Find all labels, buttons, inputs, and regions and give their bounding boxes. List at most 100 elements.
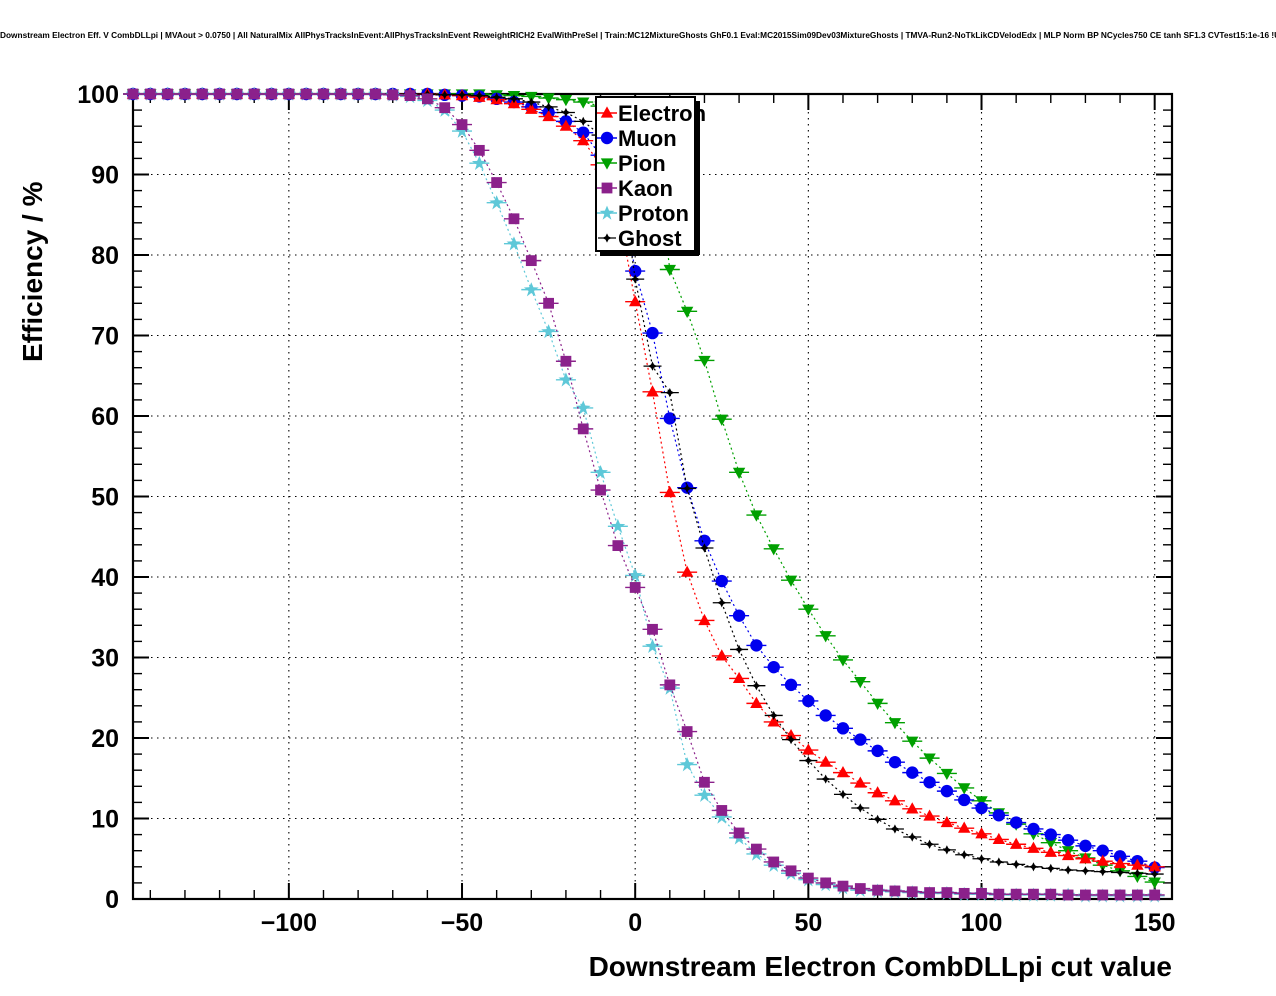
y-tick-label: 100 — [77, 81, 119, 109]
y-tick-label: 0 — [105, 886, 119, 914]
legend-entry-kaon[interactable]: Kaon — [597, 176, 673, 201]
data-point — [434, 102, 455, 114]
data-point — [1092, 889, 1113, 901]
legend-marker-dot — [598, 233, 616, 243]
marker-triangle-down — [819, 631, 832, 643]
data-point — [1059, 865, 1078, 875]
marker-triangle-up — [577, 134, 590, 146]
data-point — [1075, 852, 1096, 864]
data-point — [972, 854, 991, 864]
data-point — [574, 116, 593, 126]
data-point — [573, 134, 594, 146]
data-point — [832, 766, 853, 778]
marker-triangle-up — [836, 766, 850, 778]
marker-triangle-down — [715, 414, 728, 426]
data-point — [1006, 888, 1027, 900]
data-point — [919, 776, 940, 789]
data-point — [590, 464, 611, 480]
data-point — [920, 839, 939, 849]
legend-entry-electron[interactable]: Electron — [597, 101, 706, 126]
data-point — [763, 715, 784, 727]
data-point — [729, 467, 750, 479]
data-point — [470, 91, 489, 101]
marker-triangle-up — [1044, 845, 1057, 857]
y-tick-label: 50 — [91, 484, 119, 512]
data-point — [971, 796, 992, 808]
data-point — [590, 484, 611, 496]
data-point — [1093, 867, 1112, 877]
marker-triangle-down — [854, 677, 867, 689]
y-tick-label: 10 — [91, 806, 119, 834]
data-point — [833, 789, 852, 799]
marker-triangle-down — [923, 753, 936, 765]
marker-triangle-up — [784, 728, 798, 741]
data-point — [677, 565, 698, 577]
data-point — [244, 88, 265, 100]
data-point — [694, 613, 715, 626]
data-point — [573, 423, 594, 435]
marker-triangle-down — [940, 768, 954, 781]
legend-entry-pion[interactable]: Pion — [597, 151, 666, 176]
data-point — [538, 93, 559, 105]
marker-triangle-up — [1148, 860, 1161, 872]
data-point — [919, 887, 940, 898]
data-point — [832, 880, 853, 892]
data-point — [487, 92, 506, 102]
data-point — [659, 485, 680, 498]
data-point — [1023, 841, 1044, 853]
data-point — [278, 88, 299, 100]
data-point — [832, 655, 853, 667]
data-point — [746, 696, 767, 708]
data-point — [486, 177, 507, 188]
data-point — [1145, 869, 1164, 879]
marker-triangle-down — [542, 93, 555, 105]
data-point — [988, 832, 1009, 845]
marker-triangle-up — [1096, 854, 1109, 866]
legend-entry-ghost[interactable]: Ghost — [598, 226, 682, 251]
marker-triangle-down — [680, 306, 694, 318]
y-axis-title: Efficiency / % — [17, 181, 48, 362]
y-tick-label: 90 — [91, 162, 119, 190]
axis-titles-layer: Downstream Electron CombDLLpi cut value E… — [17, 181, 1172, 982]
data-point — [677, 726, 698, 737]
marker-triangle-down — [525, 91, 538, 104]
data-point — [677, 757, 698, 772]
legend-entry-muon[interactable]: Muon — [597, 126, 677, 151]
data-point — [695, 543, 714, 553]
data-point — [902, 802, 923, 814]
data-point — [157, 88, 178, 100]
marker-triangle-down — [802, 604, 815, 616]
marker-triangle-up — [1113, 856, 1127, 869]
data-point — [1127, 858, 1148, 870]
marker-triangle-down — [732, 467, 746, 479]
y-tick-label: 30 — [91, 645, 119, 673]
data-point — [659, 264, 680, 277]
data-point — [330, 88, 351, 100]
marker-triangle-up — [542, 109, 555, 122]
tick-labels-layer: 0 10 20 30 40 50 60 70 80 90 100 −100 −50 0 50 100 150 — [77, 81, 1175, 937]
plot-border — [131, 92, 1174, 901]
marker-triangle-down — [836, 655, 850, 667]
data-point — [123, 88, 143, 100]
data-point — [694, 355, 715, 368]
data-point — [815, 709, 836, 722]
series-kaon — [123, 88, 1165, 901]
marker-triangle-up — [992, 832, 1006, 845]
data-point — [452, 119, 473, 130]
data-point — [659, 679, 680, 691]
x-tick-label: −100 — [261, 909, 317, 937]
marker-triangle-down — [958, 783, 971, 795]
data-point — [867, 786, 888, 798]
data-point — [712, 598, 731, 608]
legend-entry-proton[interactable]: Proton — [597, 201, 689, 226]
data-point — [694, 776, 715, 788]
data-point — [1024, 862, 1043, 872]
data-point — [884, 794, 905, 806]
data-point — [867, 744, 888, 758]
data-point — [1075, 889, 1096, 901]
x-tick-label: −50 — [441, 909, 483, 937]
data-point — [1007, 859, 1026, 869]
data-point — [799, 755, 818, 766]
marker-triangle-up — [888, 794, 902, 806]
